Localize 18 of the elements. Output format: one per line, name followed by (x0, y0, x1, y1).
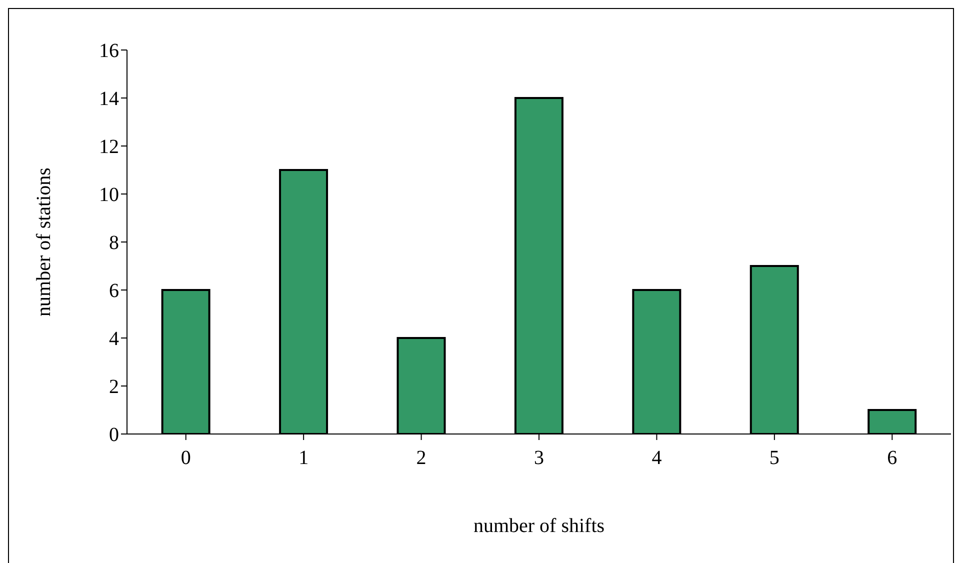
y-axis-title: number of stations (33, 167, 56, 316)
x-tick-label: 5 (769, 447, 780, 470)
y-tick-label: 12 (99, 136, 119, 158)
y-tick-label: 2 (109, 376, 119, 398)
y-tick-label: 6 (109, 280, 119, 302)
x-axis-title: number of shifts (473, 515, 605, 537)
y-tick-label: 10 (99, 184, 119, 206)
x-tick-label: 6 (887, 447, 898, 470)
x-tick-label: 0 (180, 447, 191, 470)
y-tick-label: 8 (109, 232, 119, 254)
y-tick-label: 16 (99, 40, 119, 62)
y-tick-label: 0 (109, 424, 119, 446)
x-tick-label: 3 (534, 447, 544, 470)
y-tick-label: 4 (109, 328, 119, 350)
x-tick-label: 4 (652, 447, 662, 470)
x-tick-label: 1 (298, 447, 309, 470)
y-tick-label: 14 (99, 88, 119, 110)
x-tick-label: 2 (416, 447, 426, 470)
